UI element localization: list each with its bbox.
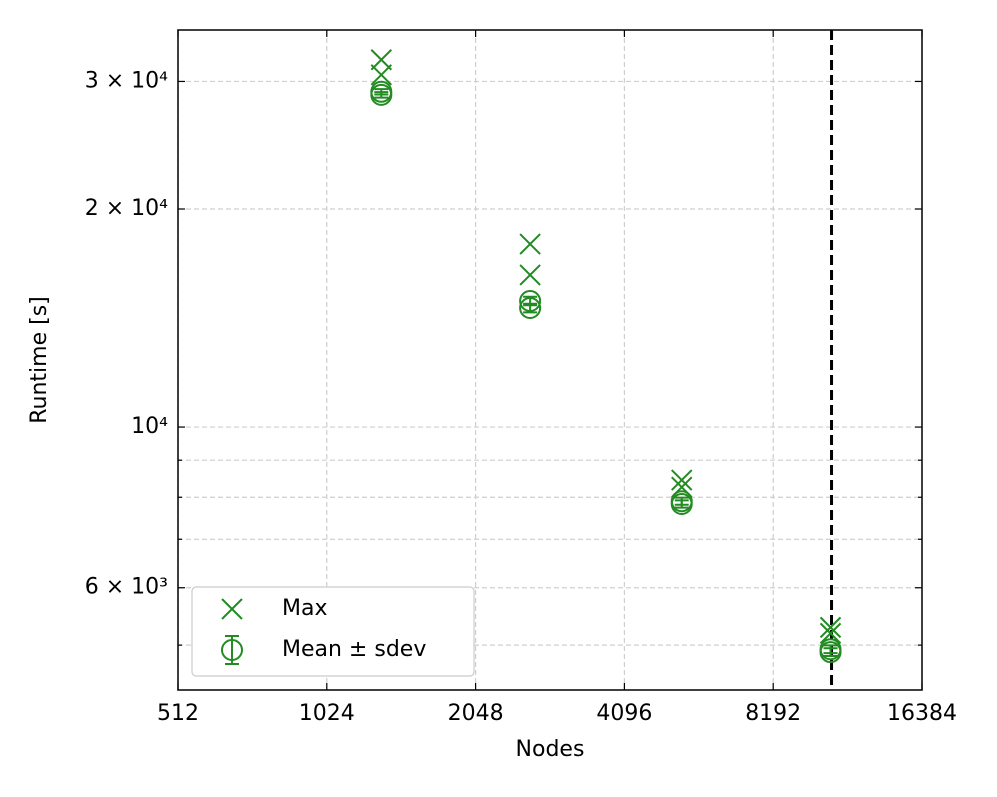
error-bar xyxy=(374,91,389,99)
y-tick-label: 2 × 10⁴ xyxy=(85,196,168,221)
circle-marker xyxy=(819,641,842,664)
x-marker xyxy=(519,264,541,286)
legend-label: Max xyxy=(282,596,327,621)
x-tick-label: 512 xyxy=(157,701,199,726)
x-marker xyxy=(370,64,393,86)
legend-label: Mean ± sdev xyxy=(282,637,426,662)
x-tick-label: 1024 xyxy=(299,701,355,726)
x-tick-label: 4096 xyxy=(596,701,652,726)
y-axis-label: Runtime [s] xyxy=(27,296,52,424)
legend-box xyxy=(191,586,475,677)
circle-marker xyxy=(670,493,693,516)
legend-marker xyxy=(221,598,243,620)
x-marker xyxy=(671,469,693,491)
x-tick-label: 2048 xyxy=(448,701,504,726)
x-axis-label: Nodes xyxy=(516,737,585,762)
x-tick-label: 16384 xyxy=(887,701,957,726)
error-bar xyxy=(674,499,689,509)
circle-marker xyxy=(519,297,542,320)
y-tick-label: 3 × 10⁴ xyxy=(85,68,168,93)
plot-frame xyxy=(177,29,923,691)
y-tick-label: 10⁴ xyxy=(131,414,168,439)
x-marker xyxy=(519,233,541,255)
circle-marker xyxy=(370,83,393,106)
x-marker xyxy=(819,622,842,645)
legend-marker xyxy=(221,639,243,661)
x-marker xyxy=(370,49,393,71)
error-bar xyxy=(823,647,838,657)
y-tick-label: 6 × 10³ xyxy=(85,575,168,600)
x-tick-label: 8192 xyxy=(745,701,801,726)
x-marker xyxy=(819,616,842,639)
error-bar xyxy=(523,302,538,314)
